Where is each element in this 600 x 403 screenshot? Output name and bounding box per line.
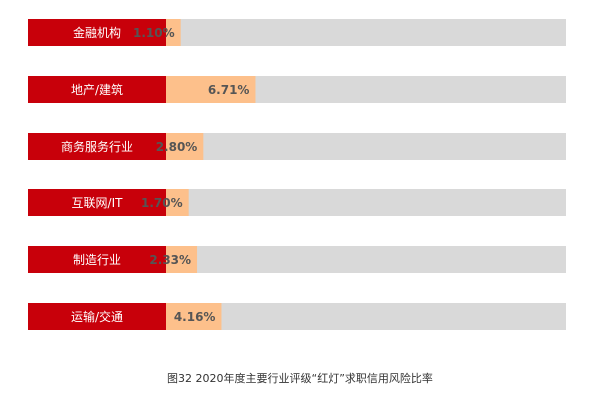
bar-track <box>166 133 566 160</box>
category-label: 商务服务行业 <box>61 139 133 154</box>
category-label: 互联网/IT <box>72 196 124 210</box>
bar-track <box>166 303 566 330</box>
bar-value <box>166 19 181 46</box>
bar-value <box>166 133 204 160</box>
value-label: 2.33% <box>149 253 191 267</box>
bar-value <box>166 303 222 330</box>
category-label-box <box>28 133 166 160</box>
category-label-box <box>28 189 166 216</box>
value-label: 2.80% <box>156 140 198 154</box>
value-label: 6.71% <box>208 83 250 97</box>
bar-value <box>166 189 189 216</box>
category-label-box <box>28 19 166 46</box>
bar-track <box>166 189 566 216</box>
value-label: 1.10% <box>133 26 175 40</box>
category-label-box <box>28 303 166 330</box>
chart-caption: 图32 2020年度主要行业评级“红灯”求职信用风险比率 <box>167 372 433 385</box>
category-label: 金融机构 <box>73 25 121 40</box>
category-label: 制造行业 <box>73 253 121 267</box>
category-label-box <box>28 76 166 103</box>
category-label: 运输/交通 <box>71 309 123 324</box>
bar-value <box>166 76 256 103</box>
category-label-box <box>28 246 166 273</box>
bar-track <box>166 19 566 46</box>
value-label: 1.70% <box>141 196 183 210</box>
bar-track <box>166 246 566 273</box>
category-label: 地产/建筑 <box>71 82 123 97</box>
bar-value <box>166 246 198 273</box>
value-label: 4.16% <box>174 310 216 324</box>
